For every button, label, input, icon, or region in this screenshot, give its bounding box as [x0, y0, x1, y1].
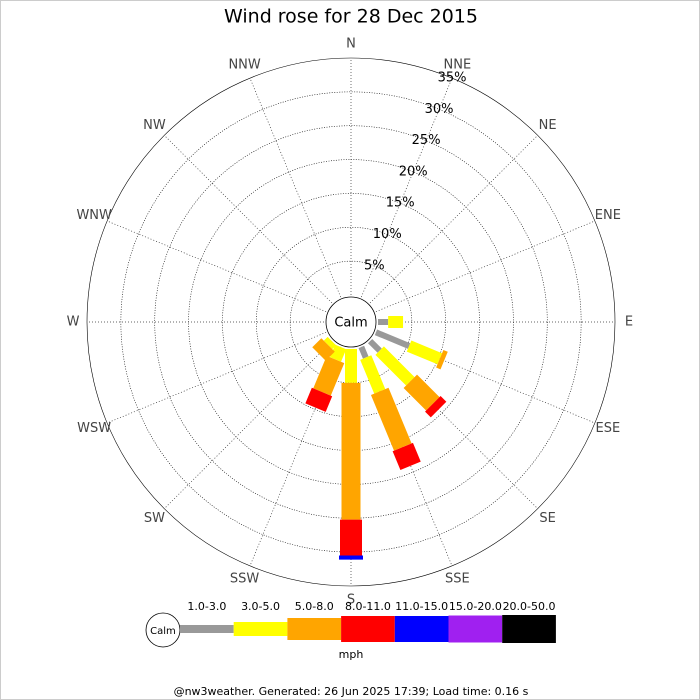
spoke	[249, 77, 341, 298]
legend-label: 1.0-3.0	[187, 600, 226, 613]
direction-label: WSW	[77, 421, 111, 436]
rose-segment	[313, 355, 345, 396]
rose-segment	[375, 346, 415, 386]
rose-segment	[360, 355, 386, 394]
direction-label: NNW	[228, 58, 260, 73]
rose-segment	[392, 442, 421, 471]
direction-label: WNW	[76, 208, 112, 223]
r-tick-label: 25%	[412, 133, 441, 148]
direction-label: SE	[539, 511, 555, 526]
grid-ring	[120, 91, 582, 553]
spoke	[375, 220, 596, 312]
chart-title: Wind rose for 28 Dec 2015	[224, 6, 478, 28]
legend-label: 8.0-11.0	[345, 600, 391, 613]
direction-label: NW	[143, 118, 166, 133]
r-tick-label: 30%	[425, 102, 454, 117]
legend-label: 5.0-8.0	[295, 600, 334, 613]
rose-segment	[323, 336, 337, 350]
direction-label: N	[346, 37, 356, 52]
rose-segment	[345, 349, 357, 383]
legend-label: 11.0-15.0	[395, 600, 448, 613]
calm-label: Calm	[334, 316, 367, 331]
rose-segment	[388, 316, 404, 328]
rose-segment	[312, 338, 335, 361]
rose-segment	[374, 329, 411, 349]
rose-segment	[329, 344, 347, 362]
rose-segment	[339, 555, 363, 560]
legend-swatch	[502, 615, 556, 643]
spoke	[164, 135, 333, 304]
spoke	[164, 340, 333, 509]
legend-label: 20.0-50.0	[503, 600, 556, 613]
direction-label: W	[67, 315, 80, 330]
rose-segment	[340, 519, 362, 556]
legend-swatch	[394, 616, 449, 642]
legend-swatch	[341, 616, 395, 642]
grid-ring	[255, 226, 447, 418]
grid-ring	[86, 57, 616, 587]
calm-circle	[325, 296, 377, 348]
r-tick-label: 10%	[373, 227, 402, 242]
direction-label: SSE	[445, 571, 470, 586]
legend-label: 3.0-5.0	[241, 600, 280, 613]
rose-segment	[367, 338, 382, 353]
direction-label: NE	[539, 118, 557, 133]
rose-segment	[358, 345, 369, 359]
legend-calm-label: Calm	[150, 626, 176, 637]
spoke	[106, 220, 327, 312]
rose-segment	[436, 349, 448, 370]
rose-segment	[403, 374, 440, 411]
spoke	[106, 332, 327, 424]
r-tick-label: 15%	[386, 196, 415, 211]
direction-label: SSW	[230, 571, 260, 586]
direction-label: S	[347, 593, 355, 608]
rose-segment	[406, 340, 443, 365]
rose-segment	[370, 387, 412, 451]
direction-label: SW	[144, 511, 165, 526]
legend-swatch	[233, 622, 288, 636]
legend-swatch	[287, 618, 342, 640]
rose-segment	[425, 396, 447, 418]
footer: @nw3weather. Generated: 26 Jun 2025 17:3…	[174, 685, 529, 698]
rose-segment	[341, 382, 361, 520]
rose-segment	[305, 387, 333, 412]
direction-label: NNE	[444, 58, 472, 73]
spoke	[369, 135, 538, 304]
legend-swatch	[180, 625, 234, 633]
legend-label: 15.0-20.0	[449, 600, 502, 613]
grid-ring	[222, 193, 480, 451]
spoke	[361, 77, 453, 298]
direction-label: ESE	[595, 421, 620, 436]
rose-segment	[378, 319, 389, 325]
legend-swatch	[448, 615, 503, 643]
direction-label: ENE	[595, 208, 621, 223]
unit-label: mph	[339, 648, 364, 661]
direction-label: E	[625, 315, 633, 330]
